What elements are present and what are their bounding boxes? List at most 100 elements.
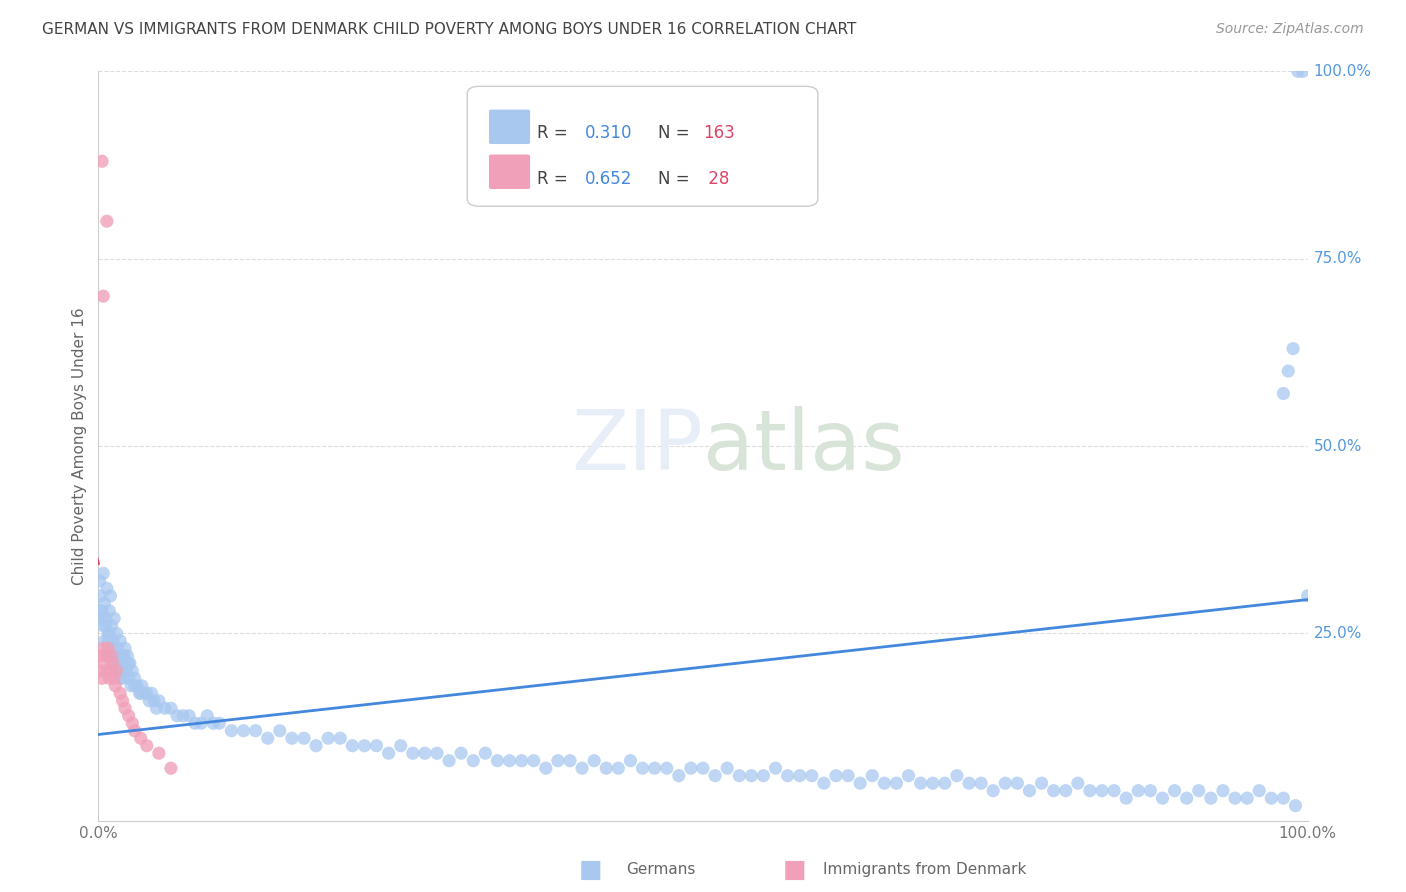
Point	[970, 776, 993, 790]
Point	[849, 776, 872, 790]
Point	[1188, 783, 1211, 797]
Point	[1042, 783, 1064, 797]
Point	[644, 761, 666, 775]
Point	[897, 769, 920, 783]
Point	[655, 761, 678, 775]
Point	[619, 754, 641, 768]
Point	[534, 761, 557, 775]
Point	[135, 686, 157, 700]
Point	[91, 604, 114, 618]
Point	[595, 761, 617, 775]
Point	[153, 701, 176, 715]
Point	[105, 664, 128, 678]
Point	[426, 746, 449, 760]
Point	[148, 694, 170, 708]
Point	[813, 776, 835, 790]
Point	[107, 664, 129, 678]
Point	[135, 739, 157, 753]
Point	[97, 633, 120, 648]
Point	[91, 154, 114, 169]
Point	[1163, 783, 1185, 797]
Point	[98, 671, 121, 685]
Point	[114, 701, 136, 715]
Point	[1249, 783, 1271, 797]
Point	[305, 739, 328, 753]
Point	[195, 708, 218, 723]
Point	[474, 746, 496, 760]
Point	[934, 776, 956, 790]
Point	[108, 671, 131, 685]
Point	[97, 626, 120, 640]
Point	[101, 648, 124, 663]
Point	[91, 289, 114, 303]
Point	[704, 769, 727, 783]
Point	[111, 664, 134, 678]
Point	[1078, 783, 1101, 797]
Point	[117, 648, 139, 663]
FancyBboxPatch shape	[489, 154, 530, 189]
Text: Source: ZipAtlas.com: Source: ZipAtlas.com	[1216, 22, 1364, 37]
Point	[1260, 791, 1282, 805]
Point	[127, 679, 149, 693]
Point	[96, 648, 118, 663]
Point	[776, 769, 799, 783]
Point	[245, 723, 267, 738]
Point	[129, 686, 152, 700]
Point	[450, 746, 472, 760]
Point	[121, 716, 143, 731]
Point	[1284, 798, 1306, 813]
Point	[114, 657, 136, 671]
Point	[1007, 776, 1029, 790]
Point	[143, 694, 166, 708]
Point	[886, 776, 908, 790]
Point	[90, 589, 112, 603]
Point	[1115, 791, 1137, 805]
Point	[190, 716, 212, 731]
Point	[789, 769, 811, 783]
Text: 25.0%: 25.0%	[1313, 626, 1362, 640]
Point	[104, 679, 127, 693]
Point	[141, 686, 163, 700]
Point	[90, 604, 112, 618]
Point	[100, 619, 122, 633]
Point	[607, 761, 630, 775]
Point	[93, 596, 115, 610]
Point	[353, 739, 375, 753]
Point	[1282, 342, 1305, 356]
Text: ■: ■	[783, 858, 806, 881]
Point	[138, 694, 160, 708]
Point	[124, 723, 146, 738]
Point	[160, 761, 183, 775]
Text: 75.0%: 75.0%	[1313, 252, 1362, 266]
Point	[1018, 783, 1040, 797]
Point	[100, 589, 122, 603]
Point	[91, 611, 114, 625]
Point	[1296, 589, 1319, 603]
Point	[946, 769, 969, 783]
Point	[208, 716, 231, 731]
Point	[221, 723, 243, 738]
Point	[108, 657, 131, 671]
Point	[118, 708, 141, 723]
Point	[668, 769, 690, 783]
Point	[1054, 783, 1077, 797]
Point	[91, 619, 114, 633]
Point	[148, 746, 170, 760]
Point	[166, 708, 188, 723]
Point	[571, 761, 593, 775]
Point	[110, 648, 132, 663]
Point	[128, 686, 150, 700]
Point	[498, 754, 520, 768]
Point	[91, 641, 114, 656]
Point	[292, 731, 315, 746]
Point	[1031, 776, 1053, 790]
Point	[860, 769, 883, 783]
Point	[104, 648, 127, 663]
Point	[107, 641, 129, 656]
Point	[111, 671, 134, 685]
Point	[981, 783, 1004, 797]
Point	[100, 664, 122, 678]
Point	[91, 671, 114, 685]
Point	[90, 664, 112, 678]
Point	[179, 708, 201, 723]
